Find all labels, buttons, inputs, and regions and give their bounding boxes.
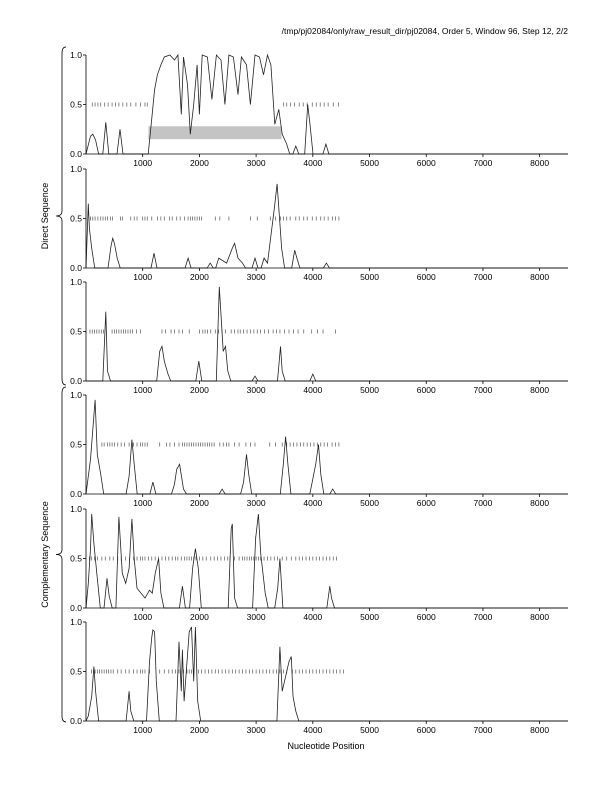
figure-header: /tmp/pj02084/only/raw_result_dir/pj02084… (282, 26, 569, 36)
panel-complementary-frame-2: 0.0 0.5 1.0 1000 2000 3000 4000 5000 6000 7000 800… (70, 504, 568, 622)
y-tick-label: 0.5 (70, 214, 82, 224)
y-tick-label: 0.5 (70, 100, 82, 110)
y-tick-label: 0.0 (70, 489, 82, 499)
signal-line (85, 513, 568, 609)
y-tick-label: 0.0 (70, 376, 82, 386)
x-tick-label: 3000 (247, 158, 266, 168)
x-tick-label: 2000 (190, 612, 209, 622)
x-tick-label: 4000 (303, 385, 322, 395)
x-tick-label: 1000 (133, 725, 152, 735)
panels-container: 0.0 0.5 1.0 1000 2000 3000 4000 5000 6000 7000 800… (70, 50, 568, 735)
x-tick-label: 6000 (417, 498, 436, 508)
x-tick-label: 2000 (190, 725, 209, 735)
x-tick-label: 1000 (133, 385, 152, 395)
y-tick-label: 0.5 (70, 554, 82, 564)
x-tick-label: 8000 (530, 612, 549, 622)
x-tick-label: 4000 (303, 725, 322, 735)
halfline-ticks (89, 329, 336, 334)
y-tick-label: 0.0 (70, 149, 82, 159)
x-tick-label: 5000 (360, 498, 379, 508)
x-tick-label: 5000 (360, 612, 379, 622)
x-tick-label: 3000 (247, 725, 266, 735)
x-tick-label: 8000 (530, 725, 549, 735)
x-tick-label: 2000 (190, 272, 209, 282)
panel-direct-frame-2: 0.0 0.5 1.0 1000 2000 3000 4000 5000 6000 7000 800… (70, 164, 568, 282)
panel-direct-frame-3: 0.0 0.5 1.0 1000 2000 3000 4000 5000 6000 7000 800… (70, 277, 568, 395)
x-tick-label: 7000 (473, 612, 492, 622)
x-axis-label: Nucleotide Position (287, 741, 364, 751)
halfline-ticks (91, 669, 344, 674)
x-tick-label: 1000 (133, 272, 152, 282)
x-tick-label: 5000 (360, 725, 379, 735)
y-tick-label: 0.0 (70, 263, 82, 273)
x-tick-label: 4000 (303, 612, 322, 622)
x-tick-label: 3000 (247, 498, 266, 508)
signal-line (85, 183, 568, 269)
signal-line (85, 53, 568, 155)
x-tick-label: 4000 (303, 498, 322, 508)
x-tick-label: 2000 (190, 158, 209, 168)
x-tick-label: 2000 (190, 498, 209, 508)
y-tick-label: 0.5 (70, 327, 82, 337)
x-tick-label: 6000 (417, 612, 436, 622)
x-tick-label: 8000 (530, 272, 549, 282)
shaded-region (148, 126, 282, 140)
halfline-ticks (89, 556, 337, 561)
y-tick-label: 1.0 (70, 277, 82, 287)
x-tick-label: 4000 (303, 158, 322, 168)
y-tick-label: 0.0 (70, 716, 82, 726)
x-tick-label: 8000 (530, 158, 549, 168)
x-tick-label: 6000 (417, 158, 436, 168)
y-tick-label: 0.5 (70, 440, 82, 450)
x-tick-label: 8000 (530, 385, 549, 395)
x-tick-label: 5000 (360, 272, 379, 282)
panel-direct-frame-1: 0.0 0.5 1.0 1000 2000 3000 4000 5000 6000 7000 800… (70, 50, 568, 168)
signal-line (85, 626, 568, 722)
direct-sequence-label: Direct Sequence (40, 183, 50, 250)
x-tick-label: 1000 (133, 498, 152, 508)
x-tick-label: 7000 (473, 385, 492, 395)
complementary-sequence-label: Complementary Sequence (40, 501, 50, 608)
x-tick-label: 7000 (473, 272, 492, 282)
x-tick-label: 5000 (360, 158, 379, 168)
complementary-sequence-bracket (55, 386, 67, 723)
panel-complementary-frame-1: 0.0 0.5 1.0 1000 2000 3000 4000 5000 6000 7000 800… (70, 390, 568, 508)
y-tick-label: 1.0 (70, 390, 82, 400)
x-tick-label: 2000 (190, 385, 209, 395)
signal-line (86, 286, 568, 382)
y-tick-label: 0.5 (70, 667, 82, 677)
x-tick-label: 4000 (303, 272, 322, 282)
x-tick-label: 8000 (530, 498, 549, 508)
panel-complementary-frame-3: 0.0 0.5 1.0 1000 2000 3000 4000 5000 6000 7000 800… (70, 617, 568, 735)
y-tick-label: 1.0 (70, 164, 82, 174)
x-tick-label: 3000 (247, 385, 266, 395)
direct-sequence-bracket (55, 46, 67, 386)
x-tick-label: 1000 (133, 612, 152, 622)
x-tick-label: 7000 (473, 725, 492, 735)
x-tick-label: 3000 (247, 272, 266, 282)
signal-line (85, 399, 568, 495)
y-tick-label: 1.0 (70, 504, 82, 514)
halfline-ticks (91, 102, 339, 107)
x-tick-label: 6000 (417, 385, 436, 395)
halfline-ticks (101, 442, 340, 447)
x-tick-label: 6000 (417, 725, 436, 735)
x-tick-label: 3000 (247, 612, 266, 622)
group-brackets: Direct Sequence Complementary Sequence (40, 46, 67, 723)
x-tick-label: 7000 (473, 158, 492, 168)
halfline-ticks (90, 216, 340, 221)
y-tick-label: 1.0 (70, 617, 82, 627)
y-tick-label: 0.0 (70, 603, 82, 613)
x-tick-label: 7000 (473, 498, 492, 508)
y-tick-label: 1.0 (70, 50, 82, 60)
x-tick-label: 1000 (133, 158, 152, 168)
x-tick-label: 5000 (360, 385, 379, 395)
x-tick-label: 6000 (417, 272, 436, 282)
